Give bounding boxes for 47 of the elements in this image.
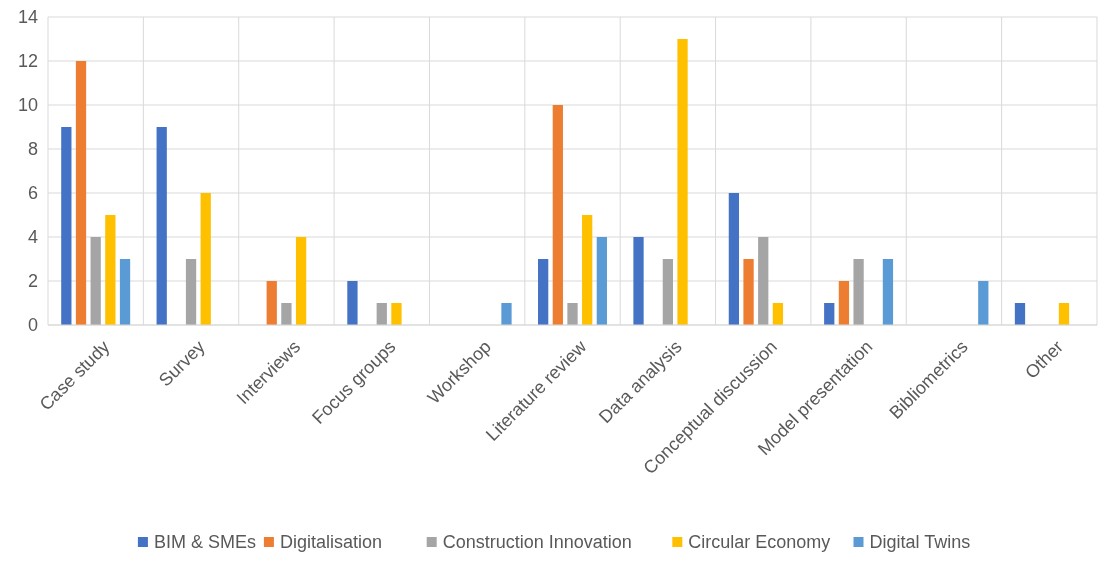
bar <box>1014 303 1026 325</box>
legend-label: BIM & SMEs <box>153 532 256 553</box>
legend-label: Circular Economy <box>688 532 831 553</box>
bar <box>552 105 563 325</box>
legend-label: Digitalisation <box>279 532 382 553</box>
y-tick-label: 0 <box>27 315 38 336</box>
bar <box>156 127 167 325</box>
bar <box>824 303 835 325</box>
bar <box>772 303 784 325</box>
y-tick-label: 10 <box>17 95 38 116</box>
bar <box>978 281 989 325</box>
bar <box>728 193 740 325</box>
bar <box>61 127 72 325</box>
bar <box>743 259 754 325</box>
bar <box>853 259 864 325</box>
y-tick-label: 8 <box>27 139 38 160</box>
bar <box>185 259 197 325</box>
bar <box>662 259 673 325</box>
bar <box>538 259 549 325</box>
bar <box>758 237 769 325</box>
y-tick-label: 2 <box>27 271 38 292</box>
bar <box>266 281 277 325</box>
bar <box>281 303 292 325</box>
y-tick-label: 12 <box>17 51 38 72</box>
bar <box>838 281 850 325</box>
bar <box>633 237 644 325</box>
bar <box>200 193 211 325</box>
bar <box>376 303 387 325</box>
bar <box>75 61 87 325</box>
bar <box>882 259 894 325</box>
y-tick-label: 4 <box>27 227 38 248</box>
bar <box>295 237 307 325</box>
bar <box>501 303 512 325</box>
bar <box>677 39 688 325</box>
bar <box>391 303 402 325</box>
bar <box>1058 303 1070 325</box>
bar <box>567 303 578 325</box>
y-tick-label: 14 <box>17 7 38 28</box>
bar <box>90 237 101 325</box>
legend-label: Construction Innovation <box>442 532 632 553</box>
legend-label: Digital Twins <box>869 532 971 553</box>
y-tick-label: 6 <box>27 183 38 204</box>
bar <box>105 215 116 325</box>
bar <box>582 215 593 325</box>
bar <box>119 259 131 325</box>
bar <box>347 281 358 325</box>
bar <box>596 237 607 325</box>
